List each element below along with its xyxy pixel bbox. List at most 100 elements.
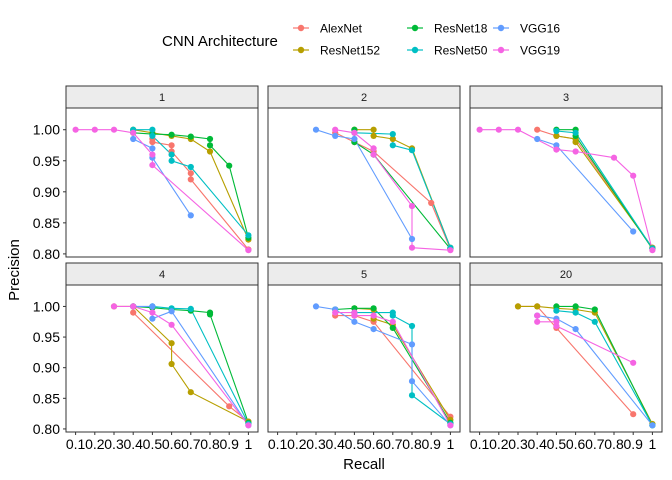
x-tick-label: 0.4 <box>527 436 547 452</box>
legend-key-vgg19-point <box>497 46 505 54</box>
series-resnet50 <box>556 310 653 426</box>
x-tick-label: 0.5 <box>547 436 567 452</box>
data-point <box>149 151 156 158</box>
x-tick-label: 0.9 <box>219 436 239 452</box>
data-point <box>351 129 358 136</box>
y-tick-label: 0.85 <box>33 215 60 231</box>
legend: CNN Architecture AlexNet ResNet152 ResNet1… <box>162 22 560 58</box>
data-point <box>534 318 541 325</box>
data-point <box>351 312 358 319</box>
legend-key-resnet18-point <box>411 24 419 32</box>
x-tick-label: 0.7 <box>585 436 605 452</box>
y-axis-title: Precision <box>6 239 23 301</box>
x-tick-label: 0.9 <box>421 436 441 452</box>
data-point <box>187 133 194 140</box>
data-point <box>168 131 175 138</box>
facet-panel-2: 2 <box>267 85 461 258</box>
legend-key-resnet50-point <box>411 46 419 54</box>
data-point <box>630 172 637 179</box>
series-line <box>537 315 653 426</box>
series-line <box>335 312 451 426</box>
x-tick-label: 0.1 <box>268 436 288 452</box>
legend-key-vgg16-point <box>497 24 505 32</box>
data-point <box>553 127 560 135</box>
series-vgg19 <box>479 129 653 251</box>
data-point <box>206 135 214 143</box>
data-point <box>553 307 560 314</box>
data-point <box>149 309 156 316</box>
data-point <box>630 359 637 366</box>
x-tick-label: 0.3 <box>104 436 124 452</box>
data-point <box>428 199 435 207</box>
x-tick-label: 0.6 <box>162 436 182 452</box>
series-line <box>556 310 653 426</box>
facet-panel-1: 1 0.80 0.85 0.90 0.95 1.00 <box>33 85 259 262</box>
data-point <box>553 322 560 330</box>
data-point <box>187 305 194 312</box>
y-tick-label: 0.95 <box>33 153 60 169</box>
data-point <box>553 142 560 149</box>
y-tick-label: 1.00 <box>33 122 60 138</box>
legend-item-resnet50: ResNet50 <box>407 44 488 58</box>
data-point <box>476 126 483 133</box>
x-tick-label: 0.8 <box>604 436 624 452</box>
data-point <box>553 303 560 310</box>
plot-area <box>469 107 663 258</box>
x-axis-title: Recall <box>343 456 385 473</box>
data-point <box>130 309 137 316</box>
data-point <box>168 142 175 149</box>
data-point <box>389 324 396 331</box>
x-tick-label: 0.2 <box>85 436 105 452</box>
data-point <box>168 340 175 347</box>
plot-area <box>65 107 259 258</box>
x-tick-label: 0.6 <box>364 436 384 452</box>
data-point <box>553 132 560 139</box>
facet-panels: 10.800.850.900.951.002 340.800.850.900.95… <box>33 85 663 452</box>
data-point <box>408 378 416 385</box>
data-point <box>187 212 194 219</box>
data-point <box>168 151 175 158</box>
data-point <box>389 318 396 325</box>
series-points-resnet50 <box>553 127 656 252</box>
data-point <box>168 157 175 164</box>
data-point <box>408 322 416 330</box>
facet-strip-label: 3 <box>563 92 569 104</box>
data-point <box>312 303 320 310</box>
data-point <box>332 132 339 139</box>
series-points-vgg19 <box>476 126 656 254</box>
series-line <box>354 312 451 425</box>
data-point <box>408 147 416 154</box>
series-vgg19 <box>335 312 451 426</box>
facet-strip-label: 5 <box>361 269 367 281</box>
y-tick-label: 0.80 <box>33 246 60 262</box>
series-line <box>152 305 249 425</box>
series-resnet50 <box>354 312 451 425</box>
data-point <box>572 148 579 155</box>
legend-label-vgg16: VGG16 <box>520 22 560 36</box>
data-point <box>206 148 214 155</box>
facet-panel-3: 3 <box>469 85 663 258</box>
data-point <box>206 311 214 318</box>
series-resnet152 <box>518 305 653 425</box>
legend-item-alexnet: AlexNet <box>293 22 363 36</box>
series-points-resnet50 <box>130 126 252 239</box>
x-tick-label: 0.5 <box>345 436 365 452</box>
x-tick-label: 0.8 <box>200 436 220 452</box>
data-point <box>130 135 137 143</box>
x-tick-label: 0.6 <box>566 436 586 452</box>
data-point <box>187 389 194 396</box>
data-point <box>591 306 598 313</box>
series-line <box>315 129 413 240</box>
x-tick-label: 0.8 <box>402 436 422 452</box>
data-point <box>447 247 454 254</box>
data-point <box>226 403 233 410</box>
data-point <box>168 321 175 328</box>
data-point <box>649 422 656 429</box>
data-point <box>245 232 252 239</box>
data-point <box>514 126 522 133</box>
series-resnet50 <box>152 305 249 425</box>
data-point <box>130 129 137 136</box>
facet-strip-label: 1 <box>159 92 165 104</box>
data-point <box>649 247 656 254</box>
